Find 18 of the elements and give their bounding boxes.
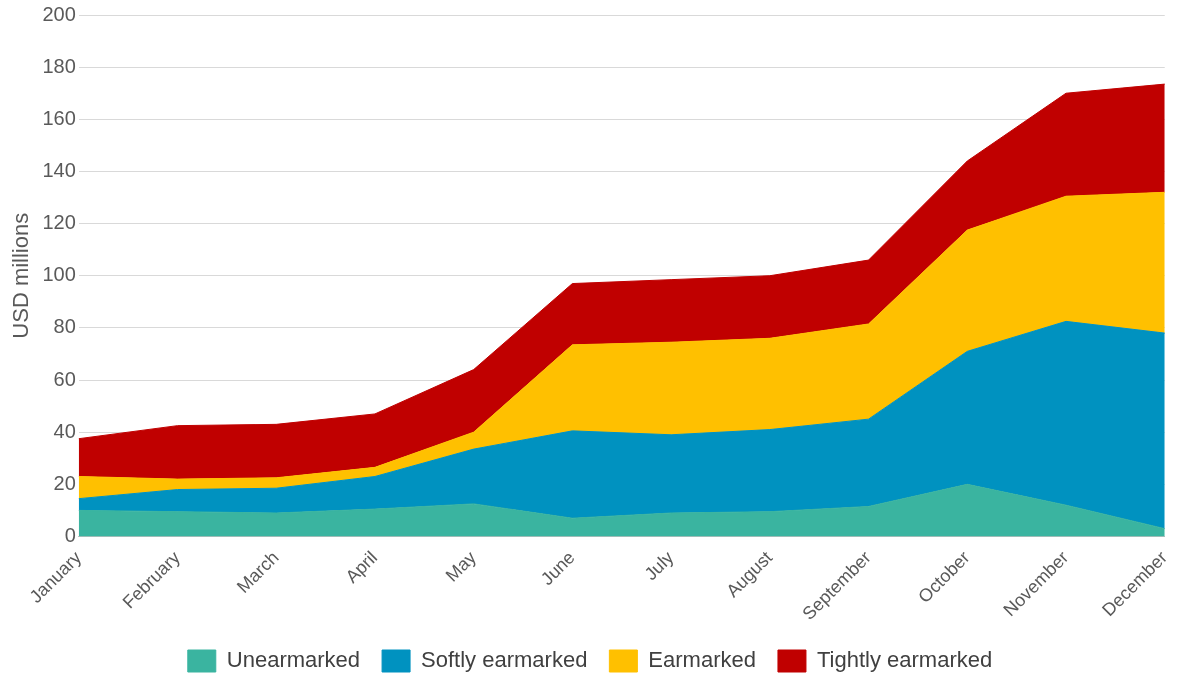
y-tick-label: 120 <box>42 211 76 234</box>
y-tick-label: 200 <box>42 2 76 25</box>
y-tick-label: 0 <box>64 523 76 546</box>
y-tick-label: 180 <box>42 54 76 77</box>
y-tick-label: 160 <box>42 106 76 129</box>
y-tick-label: 140 <box>42 158 76 181</box>
y-tick-label: 80 <box>53 315 76 338</box>
y-tick-label: 20 <box>53 471 76 494</box>
x-tick-label: July <box>640 547 678 585</box>
y-tick-label: 40 <box>53 419 76 442</box>
legend-label: Softly earmarked <box>421 647 588 673</box>
legend-label: Tightly earmarked <box>816 647 993 673</box>
y-tick-label: 60 <box>53 367 76 390</box>
legend-label: Unearmarked <box>226 647 361 673</box>
y-tick-label: 100 <box>42 263 76 286</box>
x-tick-label: May <box>441 547 480 586</box>
y-axis-title: USD millions <box>8 212 34 339</box>
legend-label: Earmarked <box>648 647 756 673</box>
